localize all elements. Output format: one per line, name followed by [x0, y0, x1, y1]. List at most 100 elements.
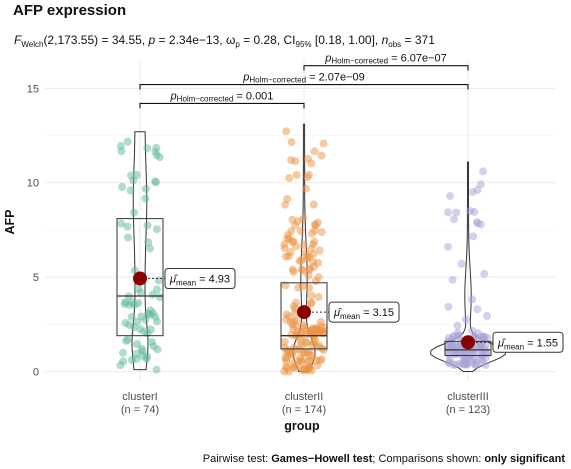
data-point-clusterII [300, 364, 309, 373]
data-point-clusterII [317, 355, 326, 364]
data-point-clusterIII [444, 302, 453, 311]
violin-clusterI [131, 131, 149, 371]
data-point-clusterII [281, 200, 290, 209]
mean-label-clusterI: μ̂mean = 4.93 [169, 273, 230, 287]
mean-label-box [492, 331, 564, 353]
data-point-clusterI [123, 222, 132, 231]
data-point-clusterI [130, 208, 139, 217]
data-point-clusterII [310, 237, 319, 246]
data-point-clusterIII [483, 333, 492, 342]
data-point-clusterIII [451, 360, 460, 369]
data-point-clusterII [308, 324, 317, 333]
subtitle-ci-sub: 95% [296, 40, 312, 49]
data-point-clusterII [314, 258, 323, 267]
data-point-clusterII [299, 321, 308, 330]
data-point-clusterI [134, 284, 143, 293]
data-point-clusterII [310, 226, 319, 235]
data-point-clusterI [141, 315, 150, 324]
data-point-clusterI [116, 361, 125, 370]
subtitle-statistic: 34.55 [112, 33, 142, 47]
data-point-clusterII [307, 298, 316, 307]
data-point-clusterII [294, 357, 303, 366]
y-tick-label: 10 [27, 178, 39, 190]
data-point-clusterI [121, 318, 130, 327]
data-point-clusterII [285, 174, 294, 183]
subtitle-effect: 0.28 [253, 33, 277, 47]
data-point-clusterII [284, 367, 293, 376]
data-point-clusterI [151, 178, 160, 187]
data-point-clusterI [152, 285, 161, 294]
data-point-clusterIII [445, 354, 454, 363]
box-clusterI [116, 218, 164, 337]
data-point-clusterIII [452, 208, 461, 217]
mean-label-clusterII: μ̂mean = 3.15 [333, 307, 394, 321]
data-point-clusterI [141, 184, 150, 193]
data-point-clusterII [282, 127, 291, 136]
subtitle-ci: [0.18, 1.00] [315, 33, 375, 47]
pairwise-bracket [139, 83, 469, 90]
data-point-clusterII [291, 242, 300, 251]
pairwise-bracket [303, 65, 469, 71]
data-point-clusterII [291, 157, 300, 166]
data-point-clusterII [281, 281, 290, 290]
pairwise-brackets: pHolm−corrected = 0.001 pHolm−corrected =… [139, 53, 469, 109]
data-point-clusterII [287, 227, 296, 236]
caption-prefix: Pairwise test: [203, 453, 271, 465]
data-point-clusterI [143, 221, 152, 230]
data-point-clusterI [132, 349, 141, 358]
data-point-clusterIII [470, 207, 479, 216]
mean-label-box [164, 267, 236, 289]
data-point-clusterI [152, 365, 161, 374]
data-point-clusterII [287, 138, 296, 147]
data-point-clusterII [317, 228, 326, 237]
chart-subtitle: FWelch(2,173.55) = 34.55, p = 2.34e−13, … [14, 33, 435, 49]
y-tick-label: 0 [33, 367, 39, 379]
data-point-clusterIII [444, 242, 453, 251]
data-point-clusterII [280, 240, 289, 249]
data-point-clusterI [152, 225, 161, 234]
data-point-clusterIII [446, 192, 455, 201]
caption: Pairwise test: Games−Howell test; Compar… [203, 453, 566, 465]
pairwise-label: pHolm−corrected = 6.07e−07 [324, 53, 447, 66]
data-point-clusterI [152, 151, 161, 160]
subtitle-effect-symbol: ω [226, 33, 235, 47]
mean-label-box [328, 301, 400, 323]
data-point-clusterIII [462, 315, 471, 324]
data-point-clusterI [127, 312, 136, 321]
data-point-clusterI [123, 233, 132, 242]
data-point-clusterI [154, 276, 163, 285]
data-point-clusterII [280, 337, 289, 346]
data-point-clusterIII [479, 167, 488, 176]
data-point-clusterII [289, 302, 298, 311]
subtitle-df: (2,173.55) [43, 33, 98, 47]
data-point-clusterII [297, 265, 306, 274]
data-point-clusterIII [476, 220, 485, 229]
jitter-points [116, 127, 492, 376]
data-point-clusterII [281, 354, 290, 363]
data-point-clusterI [126, 186, 135, 195]
mean-point-clusterI [133, 271, 147, 286]
data-point-clusterII [304, 170, 313, 179]
data-point-clusterII [288, 265, 297, 274]
data-point-clusterII [307, 244, 316, 253]
data-point-clusterI [153, 345, 162, 354]
mean-markers: μ̂mean = 4.93 μ̂mean = 3.15 μ̂mean = 1.55 [133, 267, 564, 353]
data-point-clusterII [305, 253, 314, 262]
x-tick-count-clusterIII: (n = 123) [446, 404, 490, 416]
data-point-clusterI [117, 219, 126, 228]
data-point-clusterII [305, 283, 314, 292]
mean-point-clusterIII [461, 335, 475, 350]
subtitle-n-label: n [382, 33, 389, 47]
data-point-clusterI [132, 340, 141, 349]
data-point-clusterIII [459, 360, 468, 369]
data-point-clusterII [295, 256, 304, 265]
data-point-clusterII [305, 265, 314, 274]
data-point-clusterIII [477, 354, 486, 363]
data-point-clusterI [146, 306, 155, 315]
data-point-clusterIII [469, 232, 478, 241]
y-axis-title: AFP [3, 210, 17, 235]
data-point-clusterIII [480, 269, 489, 278]
x-tick-label-clusterI: clusterI [122, 391, 157, 403]
data-point-clusterIII [468, 295, 477, 304]
